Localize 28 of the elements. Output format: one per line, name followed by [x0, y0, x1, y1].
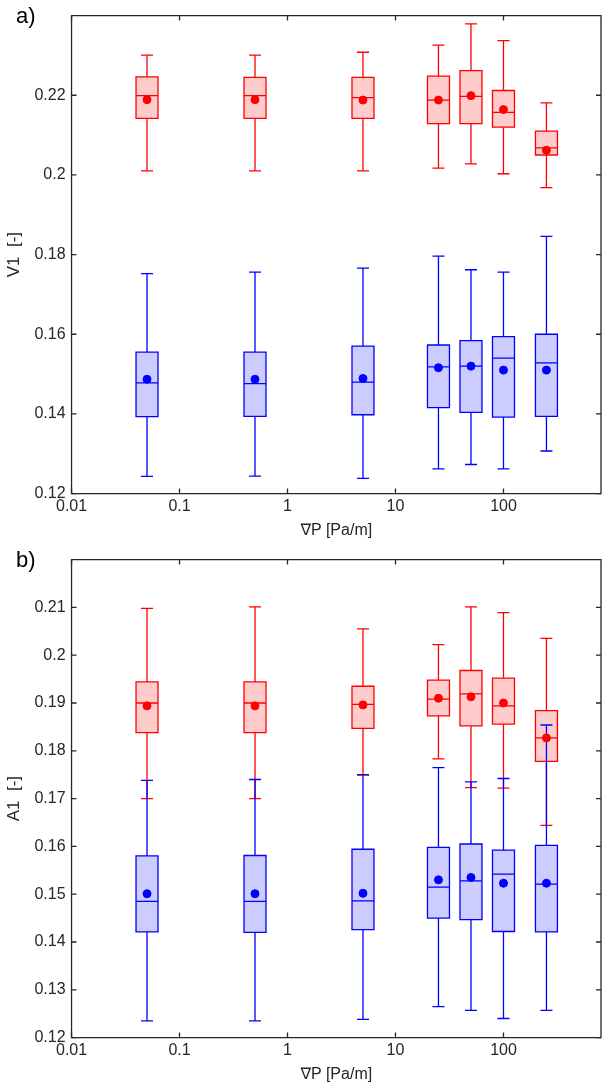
- y-tick-label: 0.21: [34, 597, 66, 615]
- x-tick-label: 10: [386, 1040, 405, 1058]
- y-tick-label: 0.22: [34, 85, 66, 103]
- y-tick-label: 0.18: [34, 741, 66, 759]
- y-tick-label: 0.15: [34, 884, 66, 902]
- y-tick-label: 0.17: [34, 789, 66, 807]
- x-tick-label: 100: [490, 496, 517, 514]
- y-tick-label: 0.14: [34, 932, 66, 950]
- x-axis-title: ∇P [Pa/m]: [299, 1064, 373, 1082]
- text: a): [16, 3, 36, 29]
- y-axis-title: A1 [-]: [3, 775, 23, 822]
- y-tick-label: 0.19: [34, 693, 66, 711]
- y-tick-label: 0.16: [34, 836, 66, 854]
- y-axis-title: V1 [-]: [3, 231, 23, 278]
- x-axis-title: ∇P [Pa/m]: [299, 520, 373, 538]
- y-tick-label: 0.13: [34, 980, 66, 998]
- x-tick-label: 100: [490, 1040, 517, 1058]
- y-tick-label: 0.2: [43, 645, 66, 663]
- y-tick-label: 0.18: [34, 245, 66, 263]
- x-tick-label: 0.1: [168, 496, 191, 514]
- x-tick-label: 1: [283, 1040, 293, 1058]
- y-tick-label: 0.2: [43, 165, 66, 183]
- y-tick-label: 0.16: [34, 324, 66, 342]
- x-tick-label: 10: [386, 496, 405, 514]
- y-tick-label: 0.14: [34, 404, 66, 422]
- x-tick-label: 0.1: [168, 1040, 191, 1058]
- x-tick-label: 1: [283, 496, 293, 514]
- text: b): [16, 547, 36, 573]
